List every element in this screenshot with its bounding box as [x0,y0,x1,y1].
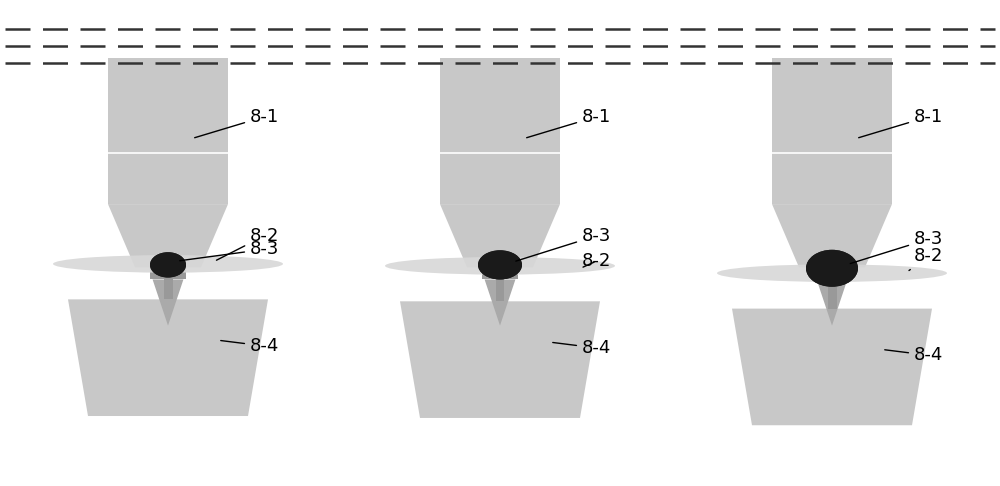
Ellipse shape [150,252,186,278]
Ellipse shape [717,264,947,282]
Text: 8-2: 8-2 [216,226,279,260]
Bar [482,267,518,279]
Ellipse shape [385,257,615,275]
Polygon shape [732,309,932,425]
Ellipse shape [481,254,514,276]
Ellipse shape [153,256,180,274]
Ellipse shape [53,255,283,273]
Polygon shape [153,279,183,326]
Polygon shape [485,279,515,326]
Bar [772,58,892,204]
Ellipse shape [494,257,519,273]
Ellipse shape [810,255,849,282]
Bar [440,58,560,204]
Ellipse shape [150,252,186,278]
Ellipse shape [478,250,522,279]
Polygon shape [817,279,847,326]
Bar [164,278,173,299]
Ellipse shape [826,258,854,278]
Polygon shape [68,299,268,416]
Ellipse shape [164,258,183,272]
Text: 8-1: 8-1 [859,107,943,138]
Text: 8-2: 8-2 [582,252,611,270]
Text: 8-1: 8-1 [527,107,611,138]
Ellipse shape [806,250,858,287]
Polygon shape [440,204,560,267]
Bar [828,287,836,309]
Polygon shape [400,301,600,418]
Polygon shape [108,204,228,267]
Text: 8-2: 8-2 [909,247,943,271]
Ellipse shape [806,250,858,287]
Bar [814,267,850,279]
Text: 8-3: 8-3 [516,226,611,261]
Bar [150,267,186,279]
Text: 8-3: 8-3 [180,240,279,260]
Bar [496,279,504,301]
Ellipse shape [478,250,522,279]
Polygon shape [772,204,892,267]
Text: 8-1: 8-1 [195,107,279,138]
Text: 8-4: 8-4 [221,337,279,355]
Text: 8-4: 8-4 [885,346,943,364]
Bar [108,58,228,204]
Text: 8-4: 8-4 [553,339,611,357]
Text: 8-3: 8-3 [850,230,943,263]
